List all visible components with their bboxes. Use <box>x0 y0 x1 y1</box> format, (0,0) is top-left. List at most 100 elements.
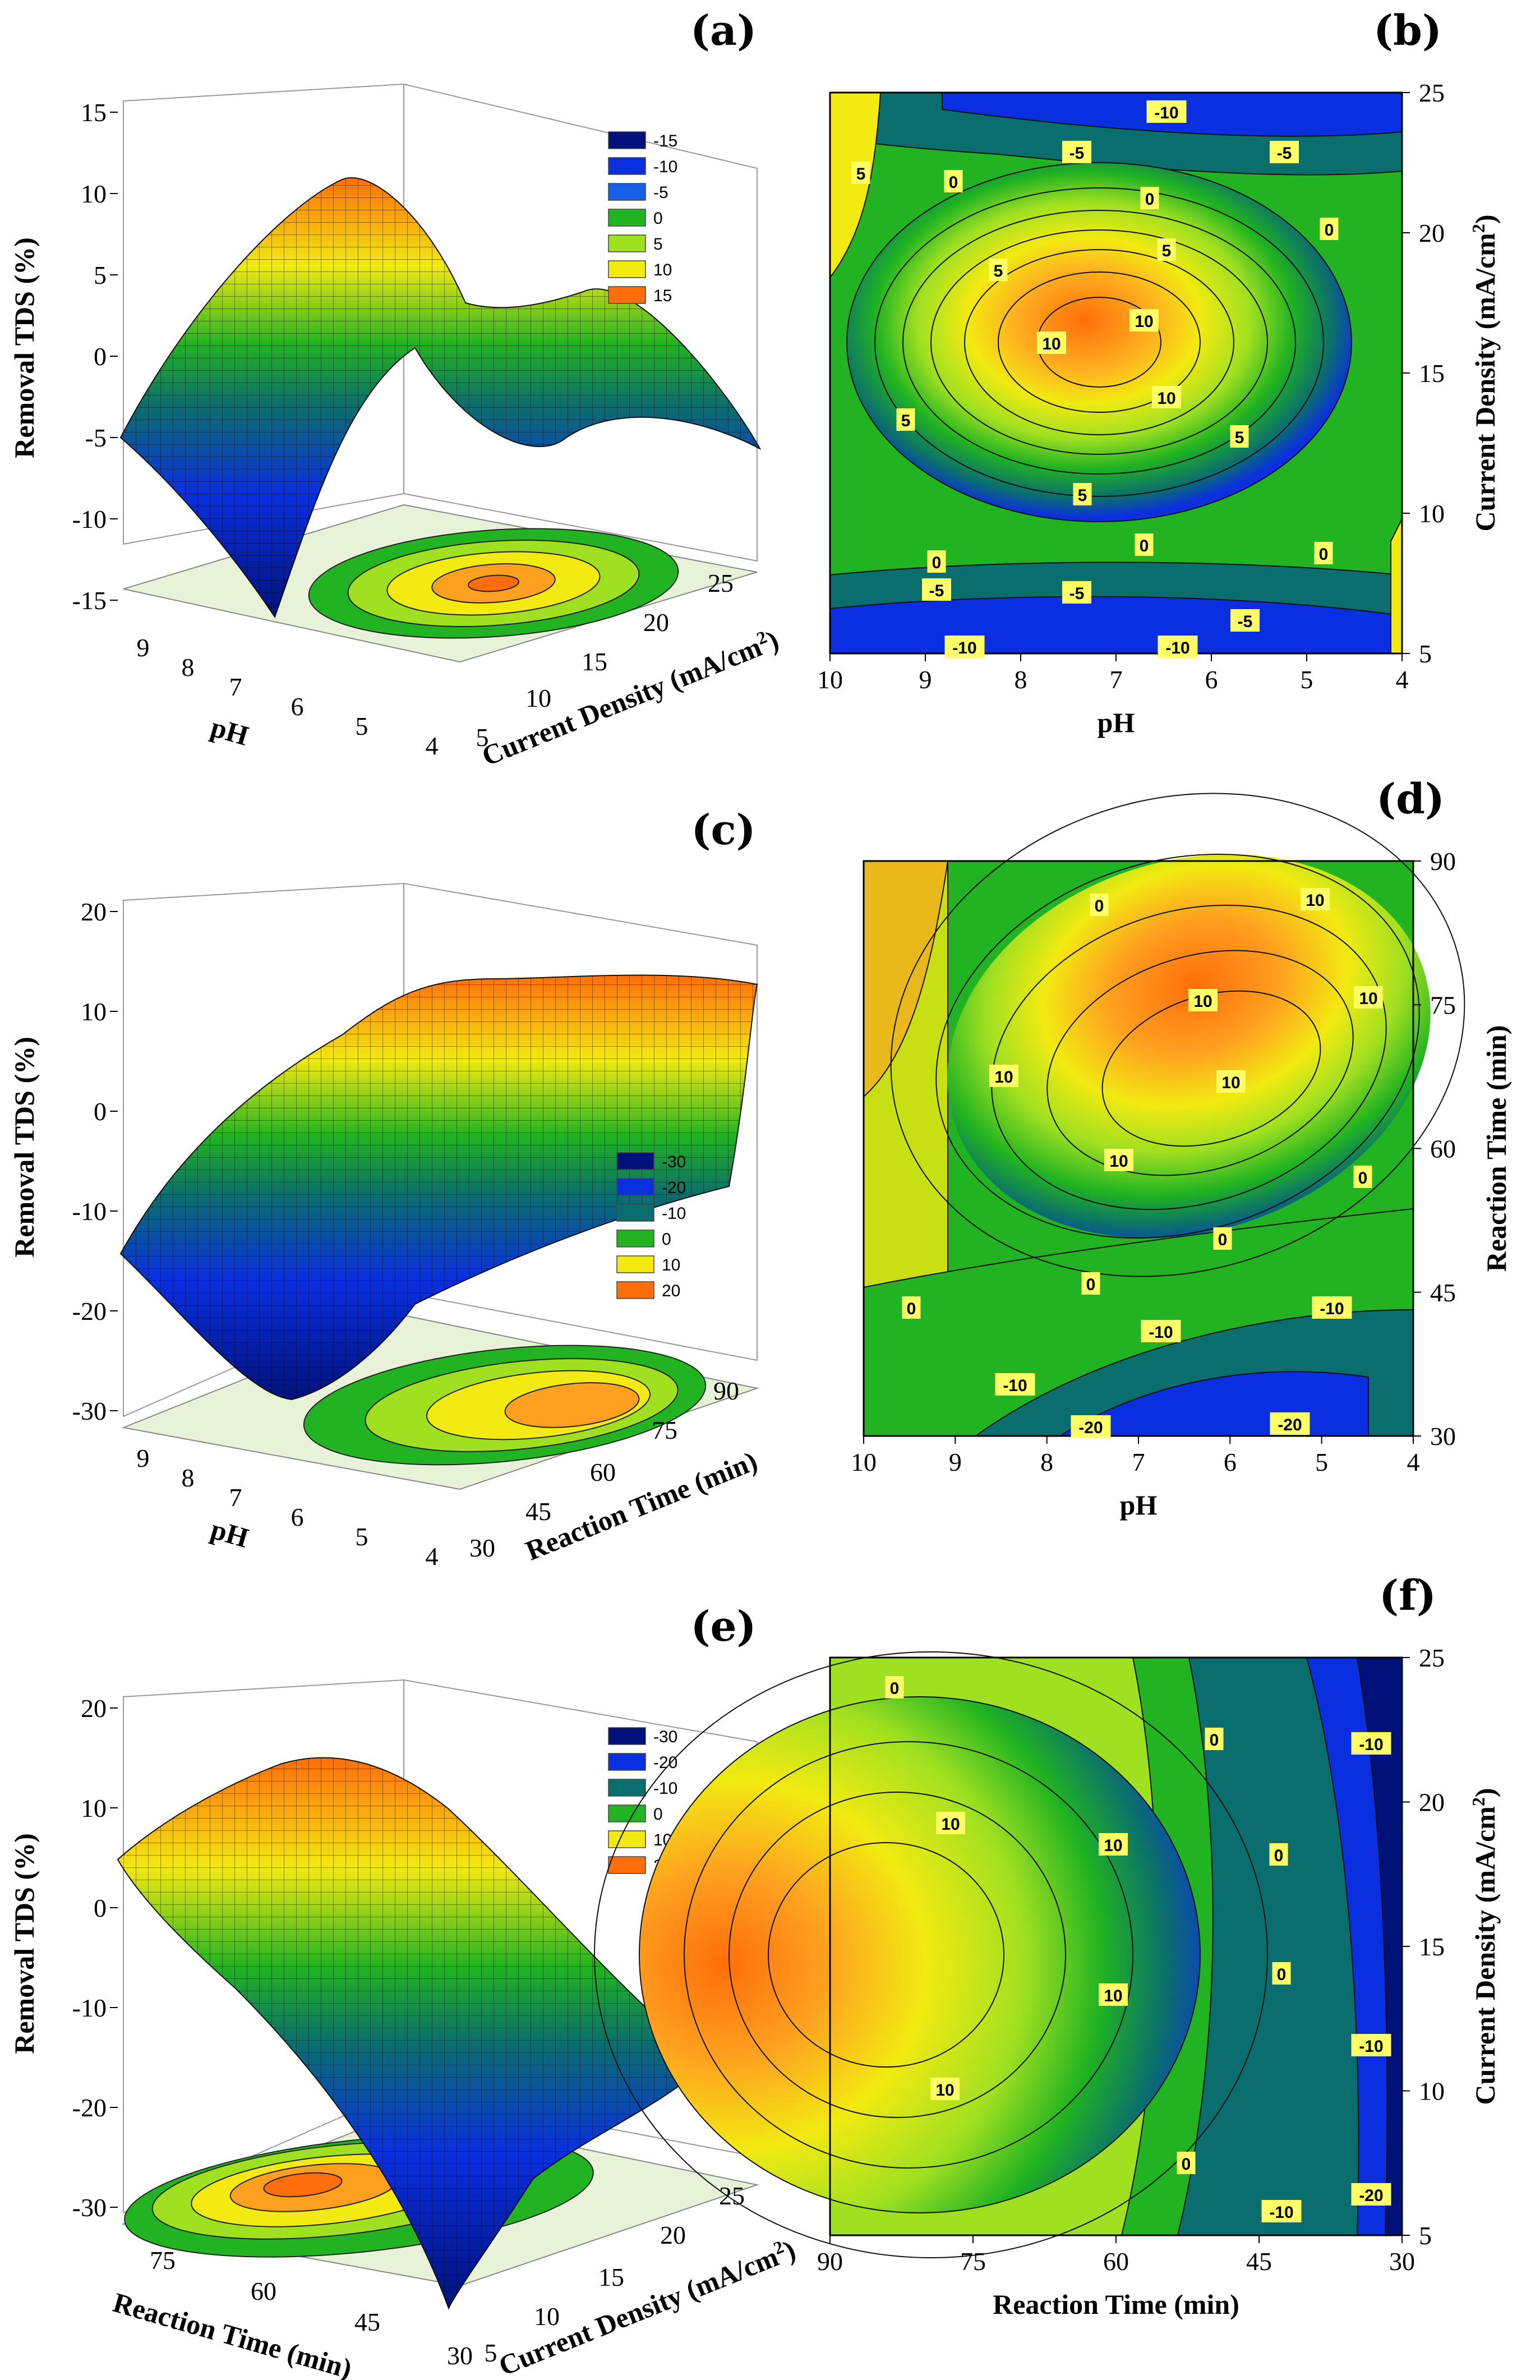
contour-line <box>964 249 1234 435</box>
legend-label: -10 <box>653 1779 677 1798</box>
contour-label: 5 <box>1078 486 1087 505</box>
x-tick-label: 60 <box>251 2277 276 2305</box>
surface-panel-0: (a) 15 10 5 0 -5 -10 -15 Removal TDS (%) 9 8 7 6 5 4 pH… <box>8 7 783 772</box>
contour-line <box>874 187 1324 497</box>
contour-label: 0 <box>1358 1169 1368 1187</box>
contour-label-box <box>1152 386 1181 408</box>
contour-label: -10 <box>1359 2037 1383 2056</box>
contour-line <box>902 210 1296 475</box>
contour-line <box>594 1651 1268 2258</box>
surface-panel-2: (c) 20 10 0 -10 -20 -30 Removal TDS (%) 9 8 7 6 5 4 pH… <box>8 806 762 1571</box>
contour-label: 0 <box>1095 897 1104 915</box>
y-axis-title-part: ) <box>1469 1788 1501 1798</box>
contour-band <box>1390 518 1403 654</box>
contour-label-box <box>1104 1149 1133 1171</box>
y-tick-label: 10 <box>525 684 551 712</box>
y-axis-title-part: Current Density (mA/cm <box>1469 233 1501 531</box>
x-tick-label: 45 <box>354 2308 380 2336</box>
x-tick-label: 7 <box>1132 1448 1145 1476</box>
y-tick-label: 20 <box>660 2221 686 2249</box>
contour-label-box <box>1270 1412 1310 1435</box>
contour-label: -5 <box>1238 613 1253 631</box>
contour-label-box <box>936 1812 965 1834</box>
z-tick-label: -5 <box>85 423 107 452</box>
contour-label-box <box>885 1676 904 1698</box>
contour-label: 0 <box>890 1679 900 1698</box>
z-tick-label: 0 <box>94 342 107 371</box>
panel-letter: (d) <box>1376 775 1445 823</box>
x-tick-label: 90 <box>817 2247 843 2276</box>
contour-label: -10 <box>1149 1323 1173 1342</box>
y-tick-label: 30 <box>1430 1422 1456 1451</box>
x-tick-label: 4 <box>1407 1448 1420 1476</box>
legend-swatch <box>616 1204 654 1222</box>
contour-label: -20 <box>1078 1419 1103 1437</box>
z-axis-title: Removal TDS (%) <box>8 1037 40 1258</box>
contour-label-box <box>1073 483 1092 505</box>
contour-label: 10 <box>1109 1152 1128 1171</box>
x-tick-label: 8 <box>182 1463 195 1492</box>
surface-mesh <box>118 1757 707 2308</box>
y-axis-title: Reaction Time (min) <box>1481 1025 1512 1272</box>
x-tick-label: 7 <box>1110 665 1123 694</box>
contour-label: 10 <box>1306 891 1324 910</box>
y-tick-label: 15 <box>598 2263 624 2291</box>
contour-label-box <box>1037 332 1066 354</box>
contour-label-box <box>1129 309 1159 332</box>
contour-label-box <box>902 1296 921 1319</box>
contour-label: 0 <box>1086 1276 1096 1294</box>
x-tick-label: 8 <box>1040 1448 1053 1476</box>
x-tick-label: 6 <box>1205 665 1218 694</box>
y-tick-label: 15 <box>1419 359 1445 388</box>
contour-label: -5 <box>1277 144 1292 163</box>
y-axis-title-part: ) <box>1469 215 1501 224</box>
contour-label: -10 <box>1165 639 1189 657</box>
contour-label-box <box>930 2078 960 2100</box>
legend-swatch <box>608 1727 646 1745</box>
contour-label-box <box>1099 1833 1128 1856</box>
y-tick-label: 75 <box>652 1416 677 1444</box>
legend-swatch <box>616 1152 654 1170</box>
contour-label: 0 <box>1319 545 1329 564</box>
x-tick-label: 7 <box>229 673 242 701</box>
surface-mesh <box>121 177 760 617</box>
contour-core <box>639 1697 1200 2213</box>
contour-label: 0 <box>1274 1847 1284 1865</box>
floor-contour <box>504 1382 640 1428</box>
x-tick-label: 5 <box>1301 665 1313 694</box>
contour-core <box>947 854 1431 1239</box>
x-tick-label: 5 <box>356 1522 368 1551</box>
legend-swatch <box>608 1856 646 1874</box>
legend-swatch <box>608 1779 646 1797</box>
contour-label-box <box>1140 187 1159 209</box>
x-axis-title: pH <box>208 711 252 752</box>
contour-label-box <box>989 259 1008 281</box>
contour-label: 0 <box>1182 2155 1191 2174</box>
contour-label: -10 <box>1003 1377 1027 1395</box>
z-tick-label: -10 <box>72 505 107 533</box>
contour-label: 0 <box>1277 1965 1287 1984</box>
contour-panel-5: (f) 0 0 -10 10 10 0 0 10 -10 10 0 -10 -20 90 75 60 45 30 Re… <box>594 1572 1501 2320</box>
legend-label: 0 <box>662 1230 671 1249</box>
contour-label-box <box>1351 2183 1391 2206</box>
contour-label: -20 <box>1359 2186 1383 2205</box>
x-tick-label: 75 <box>150 2246 176 2275</box>
contour-label: 0 <box>1140 537 1149 555</box>
contour-label-box <box>1213 1227 1232 1250</box>
legend: -30 -20 -10 0 10 20 <box>616 1152 686 1300</box>
legend-label: 10 <box>662 1256 680 1274</box>
contour-label: -10 <box>1269 2203 1293 2222</box>
legend-label: -30 <box>653 1728 677 1746</box>
y-tick-label: 75 <box>1430 991 1456 1019</box>
y-tick-label: 25 <box>719 2181 745 2210</box>
contour-label-box <box>995 1373 1035 1396</box>
y-axis-title: Reaction Time (min) <box>521 1445 762 1567</box>
x-tick-label: 9 <box>919 665 932 694</box>
contour-label-box <box>1314 542 1333 564</box>
surface-mesh <box>121 975 757 1400</box>
contour-label-box <box>1205 1728 1224 1750</box>
contour-label-box <box>944 170 963 192</box>
contour-panel-1: (b) -10 5 -5 -5 0 0 0 5 5 10 10 10 5 5 5 0 0 0 -5 -5 -5 -10 -10… <box>817 7 1501 738</box>
z-tick-label: -20 <box>72 1297 107 1325</box>
x-tick-label: 5 <box>356 712 368 740</box>
